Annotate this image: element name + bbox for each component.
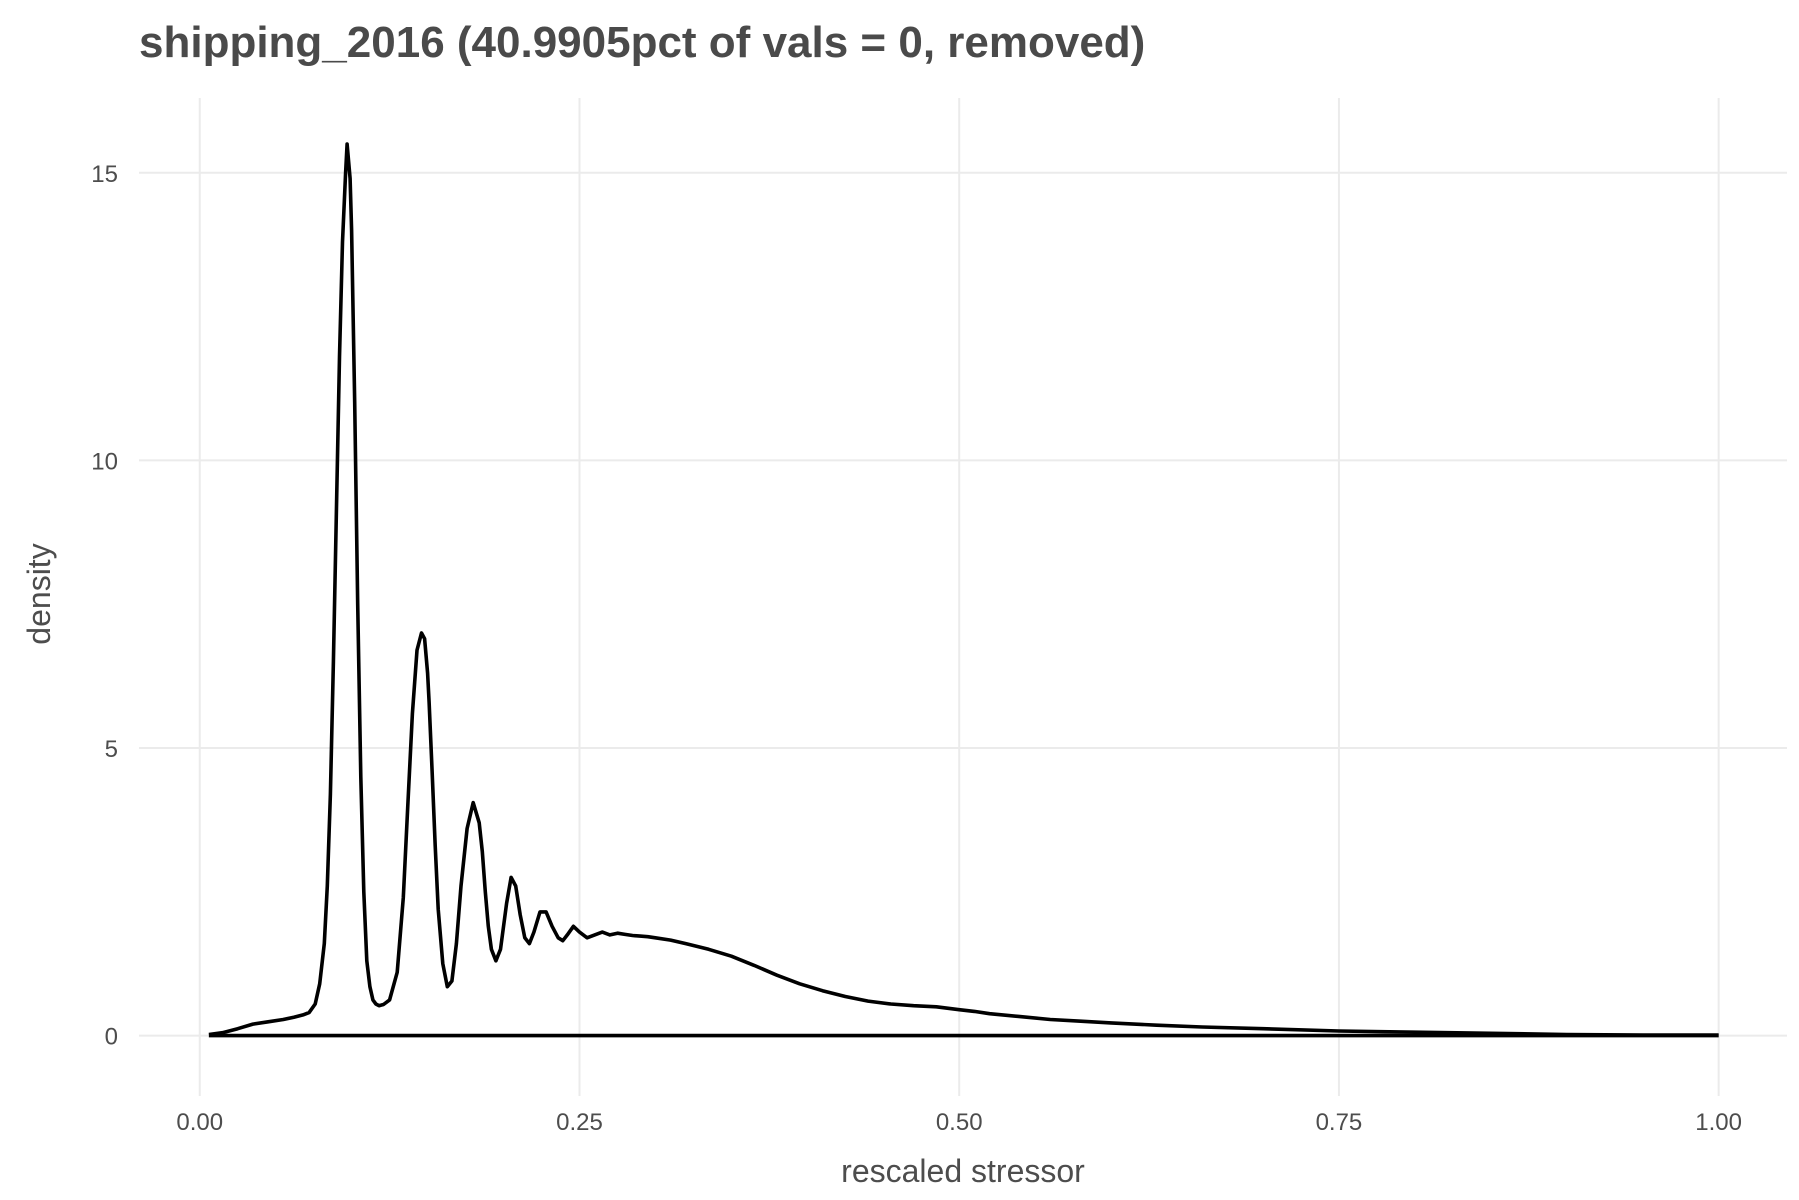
chart-title: shipping_2016 (40.9905pct of vals = 0, r… [139, 18, 1145, 67]
y-axis-title: density [21, 543, 57, 644]
grid-lines [139, 98, 1787, 1096]
x-tick-label: 0.75 [1316, 1109, 1363, 1136]
x-tick-label: 1.00 [1695, 1109, 1742, 1136]
axis-tick-labels: 0.00 0.25 0.50 0.75 1.00 0 5 10 15 [91, 161, 1742, 1136]
density-curve [208, 142, 1719, 1037]
x-axis-title: rescaled stressor [841, 1153, 1085, 1189]
x-tick-label: 0.25 [556, 1109, 603, 1136]
y-tick-label: 15 [91, 161, 118, 188]
x-tick-label: 0.50 [936, 1109, 983, 1136]
y-tick-label: 5 [105, 736, 118, 763]
y-tick-label: 0 [105, 1024, 118, 1051]
y-tick-label: 10 [91, 448, 118, 475]
plot-marks [208, 142, 1719, 1038]
x-tick-label: 0.00 [176, 1109, 223, 1136]
